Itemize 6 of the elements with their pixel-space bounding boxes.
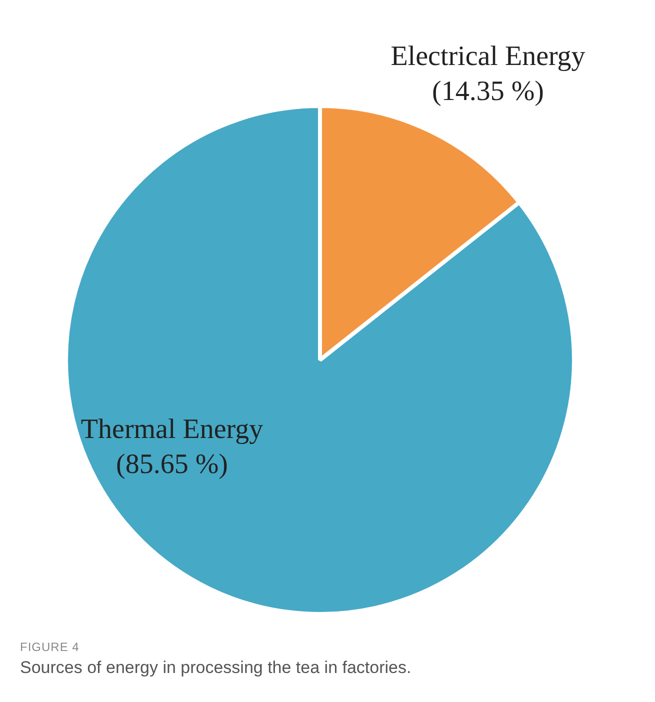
caption: FIGURE 4 bbox=[20, 640, 80, 654]
source-note: Sources of energy in processing the tea in factories. bbox=[20, 658, 412, 678]
slice-label: Electrical Energy bbox=[390, 40, 586, 72]
slice-label: Thermal Energy bbox=[80, 414, 264, 445]
data-label: (85.65 %) bbox=[116, 448, 228, 480]
data-label: (14.35 %) bbox=[432, 76, 544, 107]
